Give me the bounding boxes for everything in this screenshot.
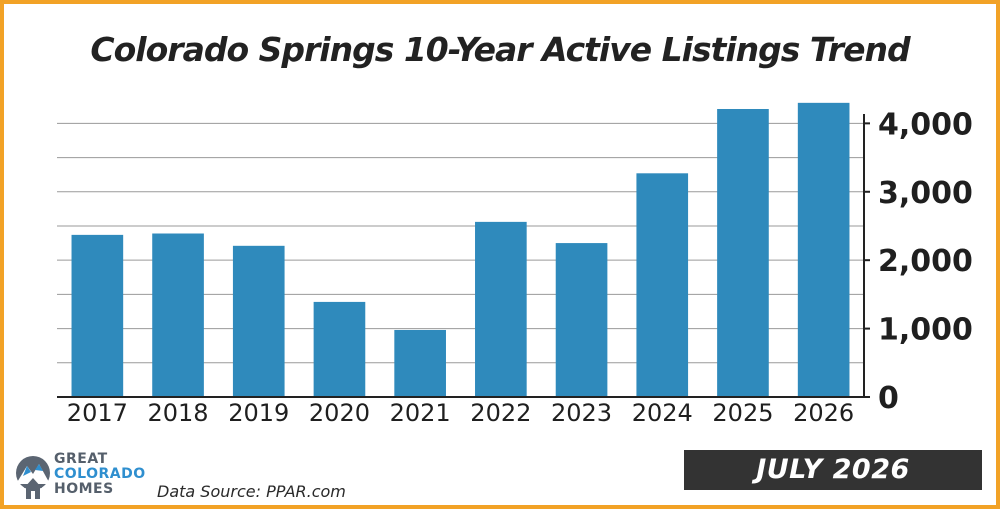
logo-wordmark: GREAT COLORADO HOMES	[54, 452, 146, 497]
x-tick-label: 2022	[470, 399, 531, 427]
x-tick-label: 2021	[390, 399, 451, 427]
bar-2025	[717, 108, 769, 397]
bars	[71, 102, 850, 397]
x-tick-label: 2018	[148, 399, 209, 427]
x-tick-label: 2025	[712, 399, 773, 427]
x-tick-label: 2026	[793, 399, 854, 427]
logo-text-colorado: COLORADO	[54, 466, 146, 482]
bar-2021	[394, 329, 446, 397]
data-source: Data Source: PPAR.com	[157, 482, 346, 501]
chart-title: Colorado Springs 10-Year Active Listings…	[90, 30, 910, 69]
mountain-house-icon	[16, 456, 50, 499]
logo-text-homes: HOMES	[54, 481, 114, 497]
bar-2026	[797, 102, 850, 397]
bar-2018	[152, 233, 204, 397]
axes	[57, 114, 870, 398]
bar-2019	[232, 245, 285, 397]
x-tick-labels: 2017 2018 2019 2020 2021 2022 2023 2024 2025 2026	[67, 399, 854, 427]
date-banner: JULY 2026	[684, 450, 982, 490]
y-tick-label: 3,000	[878, 176, 973, 211]
bar-2022	[475, 221, 527, 397]
bar-2023	[555, 243, 608, 397]
x-tick-label: 2019	[228, 399, 289, 427]
y-tick-label: 0	[878, 381, 899, 416]
bar-2020	[313, 301, 366, 397]
bar-2017	[71, 234, 124, 397]
x-tick-label: 2017	[67, 399, 128, 427]
y-tick-label: 4,000	[878, 107, 973, 142]
logo-text-great: GREAT	[54, 451, 108, 467]
y-tick-label: 2,000	[878, 244, 973, 279]
y-tick-labels: 0 1,000 2,000 3,000 4,000	[878, 107, 973, 416]
x-tick-label: 2023	[551, 399, 612, 427]
company-logo: GREAT COLORADO HOMES	[14, 452, 164, 502]
x-tick-label: 2020	[309, 399, 370, 427]
bar-2024	[636, 173, 689, 397]
x-tick-label: 2024	[632, 399, 693, 427]
y-tick-label: 1,000	[878, 313, 973, 348]
